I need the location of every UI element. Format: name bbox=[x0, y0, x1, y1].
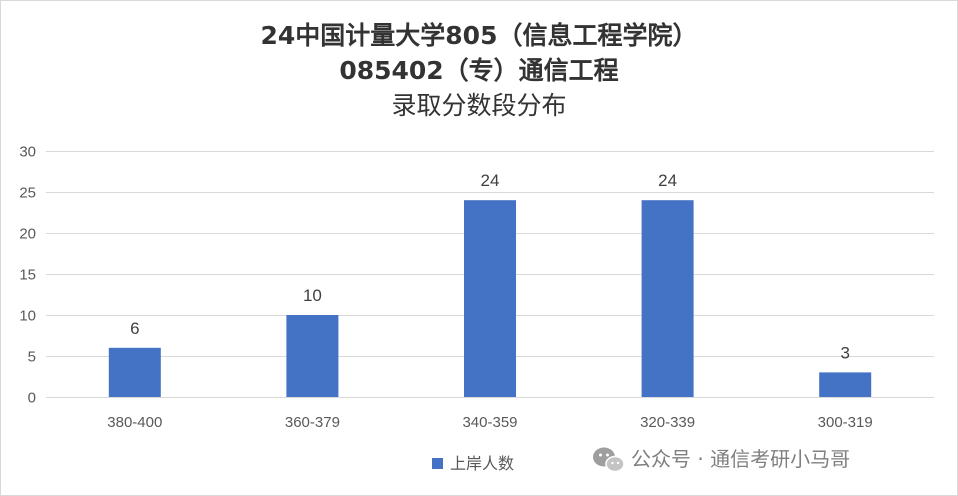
watermark: 公众号 · 通信考研小马哥 bbox=[593, 447, 850, 473]
y-tick-label: 10 bbox=[19, 308, 36, 325]
data-label: 10 bbox=[303, 286, 322, 305]
y-tick-label: 20 bbox=[19, 226, 36, 243]
data-label: 3 bbox=[840, 343, 849, 362]
legend-label: 上岸人数 bbox=[450, 454, 514, 473]
bar bbox=[819, 372, 872, 397]
y-axis-tick-labels: 0 5 10 15 20 25 30 bbox=[19, 144, 36, 407]
x-tick-label: 360-379 bbox=[285, 414, 340, 431]
watermark-text: 公众号 · 通信考研小马哥 bbox=[631, 447, 850, 471]
x-tick-label: 380-400 bbox=[107, 414, 162, 431]
bar bbox=[108, 347, 161, 397]
legend: 上岸人数 bbox=[432, 454, 514, 473]
data-label: 24 bbox=[658, 171, 677, 190]
data-label: 24 bbox=[481, 171, 500, 190]
y-tick-label: 0 bbox=[28, 390, 36, 407]
legend-swatch bbox=[432, 458, 443, 469]
y-tick-label: 30 bbox=[19, 144, 36, 161]
chart-title-line-1: 24中国计量大学805（信息工程学院） bbox=[261, 21, 698, 50]
bar bbox=[464, 200, 516, 397]
bar bbox=[641, 200, 694, 397]
x-tick-label: 320-339 bbox=[640, 414, 695, 431]
data-labels: 6 10 24 24 3 bbox=[130, 171, 850, 362]
wechat-icon bbox=[593, 447, 625, 473]
bar bbox=[286, 315, 339, 397]
x-tick-label: 340-359 bbox=[462, 414, 517, 431]
chart-title-line-3: 录取分数段分布 bbox=[391, 91, 566, 120]
y-tick-label: 15 bbox=[19, 267, 36, 284]
y-tick-label: 25 bbox=[19, 185, 36, 202]
chart-title: 24中国计量大学805（信息工程学院） 085402（专）通信工程 录取分数段分… bbox=[261, 21, 698, 120]
x-tick-label: 300-319 bbox=[818, 414, 873, 431]
y-tick-label: 5 bbox=[28, 349, 36, 366]
bars bbox=[108, 200, 872, 397]
chart-title-line-2: 085402（专）通信工程 bbox=[339, 56, 618, 85]
x-axis-tick-labels: 380-400 360-379 340-359 320-339 300-319 bbox=[107, 414, 872, 431]
data-label: 6 bbox=[130, 319, 139, 338]
